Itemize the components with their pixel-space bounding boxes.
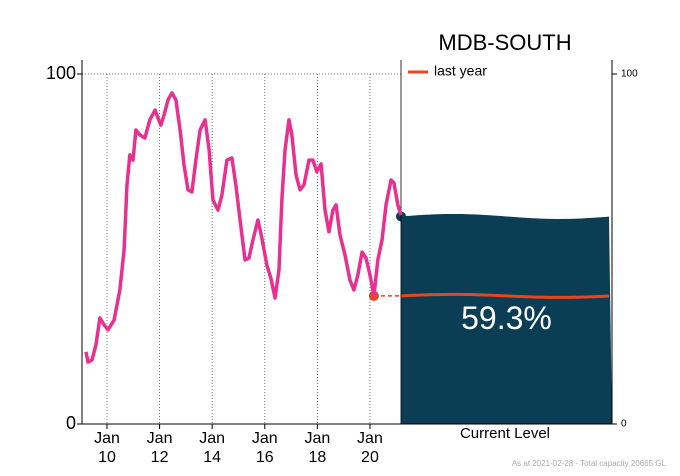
panel-label: Current Level [460,425,550,442]
current-level-area [401,213,612,424]
y2-tick-label: 0 [621,419,627,430]
chart-title: MDB-SOUTH [438,30,571,55]
footnote: As at 2021-02-28 - Total capacity 20665 … [512,459,667,468]
current-level-label: 59.3% [461,300,552,336]
y2-tick-label: 100 [621,69,638,80]
last-year-line [400,292,610,299]
x-tick-label: Jan 18 [304,430,331,466]
y-tick-label: 0 [66,413,76,433]
x-tick-label: Jan 16 [251,430,278,466]
x-tick-label: Jan 14 [199,430,226,466]
y-tick-label: 100 [46,63,76,83]
legend-label: last year [434,63,487,79]
x-tick-label: Jan 20 [357,430,383,466]
x-tick-label: Jan 10 [94,430,120,466]
series-line [84,91,403,364]
x-tick-label: Jan 12 [146,430,173,466]
